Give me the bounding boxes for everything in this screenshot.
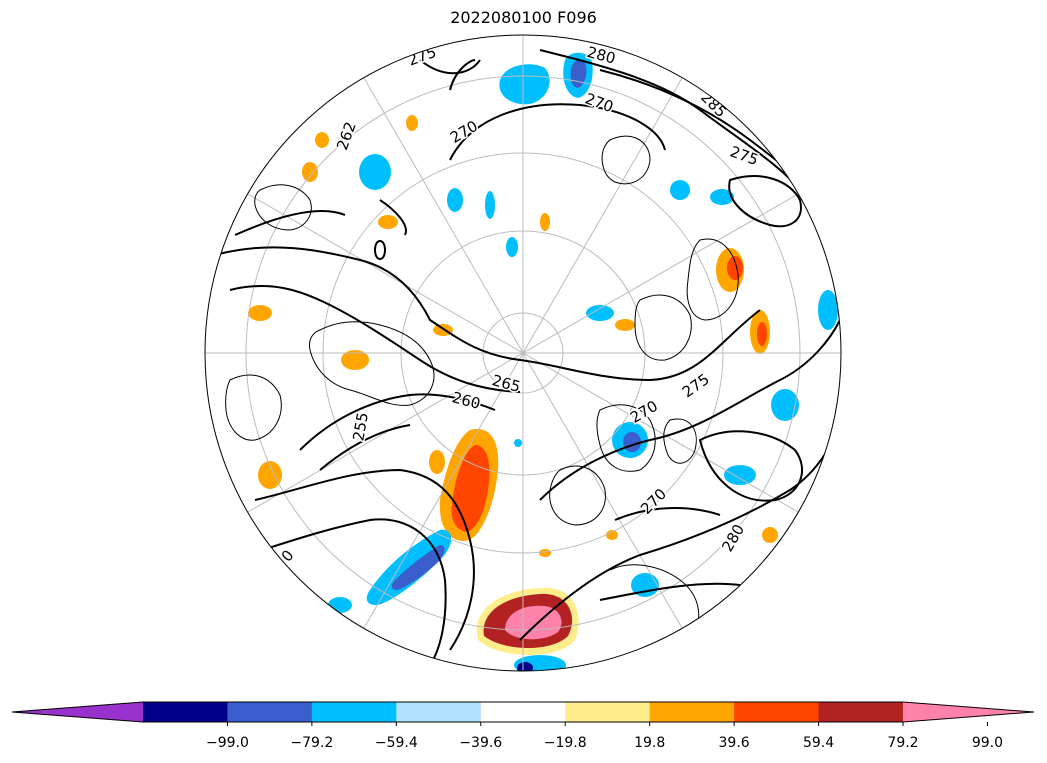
colorbar-tick-label: 19.8 [634,735,665,751]
negative-anomaly [447,188,463,212]
contour-label: 265 [490,371,522,396]
negative-anomaly [514,439,522,447]
positive-anomaly [429,450,445,474]
positive-anomaly [540,213,550,231]
map-title: 2022080100 F096 [450,8,597,27]
positive-anomaly [341,350,369,370]
contour-label: 270 [583,89,616,116]
negative-anomaly [517,662,533,671]
colorbar-segment [143,702,228,722]
negative-anomaly [771,389,799,421]
contour-label: 280 [718,521,748,555]
contour-label: 260 [450,388,482,413]
colorbar-segment [311,702,397,722]
colorbar-segment [818,702,904,722]
positive-anomaly [248,305,272,321]
contour-label: 275 [728,142,761,169]
negative-anomaly [485,191,495,219]
colorbar-segments [11,701,1035,723]
coastlines [225,135,739,641]
contour-label: 270 [447,117,481,147]
negative-anomaly [623,432,641,452]
colorbar-ticks: −99.0 −79.2 −59.4 −39.6 −19.8 19.8 39.6 59.4 79.… [206,722,1003,751]
contour-label: 255 [349,411,372,442]
colorbar-tick-label: 79.2 [887,735,918,751]
colorbar-tick-label: 59.4 [803,735,834,751]
colorbar-segment [565,702,651,722]
negative-anomaly [724,465,756,485]
colorbar-tick-label: 39.6 [719,735,750,751]
colorbar-tick-label: 99.0 [972,735,1003,751]
colorbar-segment [396,702,482,722]
colorbar-segment [649,702,735,722]
colorbar-outline [11,701,1035,723]
colorbar-segment [227,702,313,722]
negative-anomaly [670,180,690,200]
negative-anomaly [506,237,518,257]
contour-label: 270 [637,485,670,518]
positive-anomaly [258,461,282,489]
colorbar-segment [480,702,566,722]
negative-anomaly [499,64,550,105]
colorbar-tick-label: −99.0 [206,735,249,751]
negative-anomaly [328,597,352,613]
negative-anomaly [710,189,734,205]
positive-anomaly [302,162,318,182]
contour-label: 275 [679,370,713,401]
positive-anomaly [615,319,635,331]
colorbar-tick-label: −19.8 [544,735,587,751]
positive-anomaly [378,215,398,229]
anomaly-fill-layer [248,52,838,671]
negative-anomaly [586,305,614,321]
negative-anomaly [818,290,838,330]
map-boundary [204,34,842,672]
polar-map: 275 280 270 285 270 275 262 265 260 255 … [204,34,842,672]
positive-anomaly [406,115,418,131]
graticule [205,35,841,671]
positive-anomaly [539,549,551,557]
contour-label: 285 [697,88,730,121]
colorbar-tick-label: −39.6 [459,735,502,751]
colorbar-segment [734,702,820,722]
negative-anomaly [391,545,445,590]
positive-anomaly [315,132,329,148]
colorbar-tick-label: −59.4 [375,735,418,751]
colorbar-extend-high [903,702,1034,722]
negative-anomaly [359,154,391,190]
contour-lines [214,49,841,666]
positive-anomaly [727,256,743,280]
colorbar-tick-label: −79.2 [290,735,333,751]
positive-anomaly [762,527,778,543]
contour-label: 262 [333,119,360,152]
positive-anomaly [757,322,767,346]
contour-label: 275 [406,43,439,70]
contour-label-layer: 275 280 270 285 270 275 262 265 260 255 … [264,41,762,581]
contour-label: 270 [265,546,297,580]
positive-anomaly [606,530,618,540]
colorbar-extend-low [12,702,143,722]
